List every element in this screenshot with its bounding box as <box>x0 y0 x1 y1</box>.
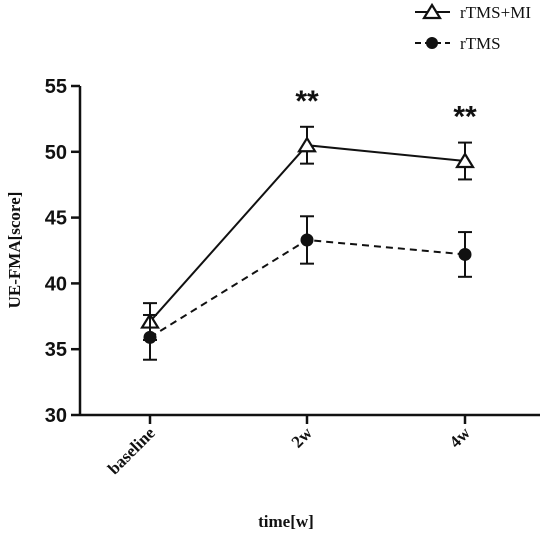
data-point-circle <box>143 330 157 344</box>
annotations: ** ** <box>295 85 477 134</box>
y-tick-label: 35 <box>45 339 67 361</box>
legend-item-rtms: rTMS <box>415 34 501 53</box>
x-axis-title: time[w] <box>258 512 314 531</box>
legend-item-rtms-mi: rTMS+MI <box>415 2 531 22</box>
legend-triangle-icon <box>422 2 442 20</box>
y-tick-label: 40 <box>45 273 67 295</box>
data-point-circle <box>300 233 314 247</box>
data-point-triangle <box>455 151 475 169</box>
legend-label-rtms-mi: rTMS+MI <box>460 3 531 22</box>
significance-annotation: ** <box>295 85 319 118</box>
y-tick-label: 45 <box>45 208 67 230</box>
data-point-circle <box>458 247 472 261</box>
significance-annotation: ** <box>453 101 477 134</box>
y-ticks: 30 35 40 45 50 55 <box>45 76 80 427</box>
series-layer <box>140 125 475 361</box>
x-tick-label: 2w <box>288 423 317 452</box>
y-tick-label: 55 <box>45 76 67 98</box>
y-axis-title: UE-FMA[score] <box>5 192 24 309</box>
x-tick-label: 4w <box>446 423 475 452</box>
x-tick-label: baseline <box>104 423 159 478</box>
legend-label-rtms: rTMS <box>460 34 501 53</box>
series-rtms <box>143 215 472 361</box>
y-tick-label: 50 <box>45 142 67 164</box>
legend: rTMS+MI rTMS <box>415 2 531 53</box>
y-tick-label: 30 <box>45 405 67 427</box>
x-ticks: baseline 2w 4w <box>104 415 474 478</box>
legend-circle-icon <box>426 37 438 49</box>
data-point-triangle <box>297 136 317 153</box>
